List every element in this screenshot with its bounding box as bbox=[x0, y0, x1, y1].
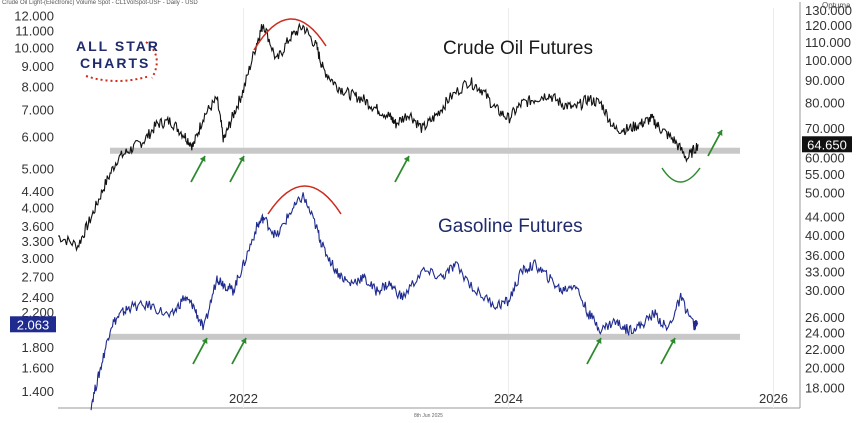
gasoline-support-band bbox=[110, 333, 740, 340]
left-tick-label: 10.000 bbox=[14, 40, 54, 55]
right-tick-label: 80.000 bbox=[805, 96, 845, 111]
left-tick-label: 11.000 bbox=[15, 24, 54, 39]
left-tick-label: 4.400 bbox=[21, 184, 54, 199]
left-tick-label: 3.000 bbox=[21, 251, 54, 266]
crude-last-value-text: 64.650 bbox=[807, 137, 847, 152]
right-tick-label: 40.000 bbox=[805, 228, 845, 243]
right-tick-label: 90.000 bbox=[805, 73, 845, 88]
crude-title: Crude Oil Futures bbox=[443, 38, 593, 59]
right-tick-label: 22.000 bbox=[805, 342, 845, 357]
gasoline-last-value-text: 2.063 bbox=[17, 317, 50, 332]
left-tick-label: 3.600 bbox=[21, 219, 54, 234]
all-star-charts-logo: ALL STAR CHARTS bbox=[66, 38, 176, 84]
x-tick-label: 2024 bbox=[494, 391, 523, 406]
right-tick-label: 110.000 bbox=[805, 35, 851, 50]
left-tick-label: 2.700 bbox=[21, 269, 54, 284]
gasoline-peak-arc bbox=[267, 185, 342, 215]
left-tick-label: 5.000 bbox=[21, 162, 54, 177]
right-tick-label: 55.000 bbox=[805, 167, 845, 182]
right-tick-label: 60.000 bbox=[805, 151, 845, 166]
left-tick-label: 3.300 bbox=[21, 234, 54, 249]
logo-line2: CHARTS bbox=[80, 55, 151, 71]
up-arrow-icon bbox=[240, 338, 247, 344]
left-tick-label: 7.000 bbox=[21, 103, 54, 118]
crude-last-value-badge bbox=[802, 136, 852, 153]
right-tick-label: 100.000 bbox=[805, 53, 852, 68]
right-tick-label: 44.000 bbox=[805, 210, 845, 225]
right-tick-label: 130.000 bbox=[805, 3, 852, 18]
gasoline-last-value-badge bbox=[10, 316, 56, 333]
right-tick-label: 18.000 bbox=[805, 380, 845, 395]
crude-oil-series-line bbox=[57, 22, 699, 253]
left-tick-label: 4.000 bbox=[21, 201, 54, 216]
crude-bottom-arc bbox=[661, 167, 701, 183]
right-tick-label: 30.000 bbox=[805, 283, 845, 298]
symbol-header: Crude Oil Light-(Electronic) Volume Spot… bbox=[2, 0, 198, 6]
left-tick-label: 9.000 bbox=[21, 59, 54, 74]
up-arrow-icon bbox=[201, 338, 208, 344]
x-tick-label: 2026 bbox=[759, 391, 788, 406]
x-tick-label: 2022 bbox=[229, 391, 258, 406]
right-tick-label: 36.000 bbox=[805, 248, 845, 263]
gasoline-series-line bbox=[90, 192, 699, 411]
up-arrow-icon bbox=[199, 156, 206, 162]
logo-stars-arc-icon bbox=[85, 41, 158, 82]
logo-line1: ALL STAR bbox=[76, 38, 160, 54]
right-tick-label: 20.000 bbox=[805, 360, 845, 375]
crude-support-band bbox=[110, 147, 740, 154]
left-tick-label: 2.400 bbox=[21, 290, 54, 305]
up-arrow-icon bbox=[595, 338, 602, 344]
optuma-brand: Optuma bbox=[822, 1, 851, 10]
left-tick-label: 6.000 bbox=[21, 130, 54, 145]
left-tick-label: 1.800 bbox=[21, 340, 54, 355]
up-arrow-icon bbox=[403, 156, 410, 162]
left-tick-label: 1.400 bbox=[21, 384, 54, 399]
right-tick-label: 33.000 bbox=[805, 265, 845, 280]
right-tick-label: 26.000 bbox=[805, 310, 845, 325]
up-arrow-icon bbox=[238, 156, 245, 162]
footer-date: 8th Jun 2025 bbox=[414, 413, 443, 419]
right-tick-label: 24.000 bbox=[805, 325, 845, 340]
crude-peak-arc bbox=[253, 18, 327, 51]
right-tick-label: 70.000 bbox=[805, 121, 845, 136]
left-tick-label: 12.000 bbox=[14, 9, 54, 24]
left-tick-label: 8.000 bbox=[21, 79, 54, 94]
left-tick-label: 1.600 bbox=[21, 361, 54, 376]
right-tick-label: 120.000 bbox=[805, 18, 852, 33]
gasoline-title: Gasoline Futures bbox=[438, 216, 583, 237]
right-tick-label: 50.000 bbox=[805, 185, 845, 200]
up-arrow-icon bbox=[716, 130, 723, 136]
up-arrow-icon bbox=[669, 338, 676, 344]
